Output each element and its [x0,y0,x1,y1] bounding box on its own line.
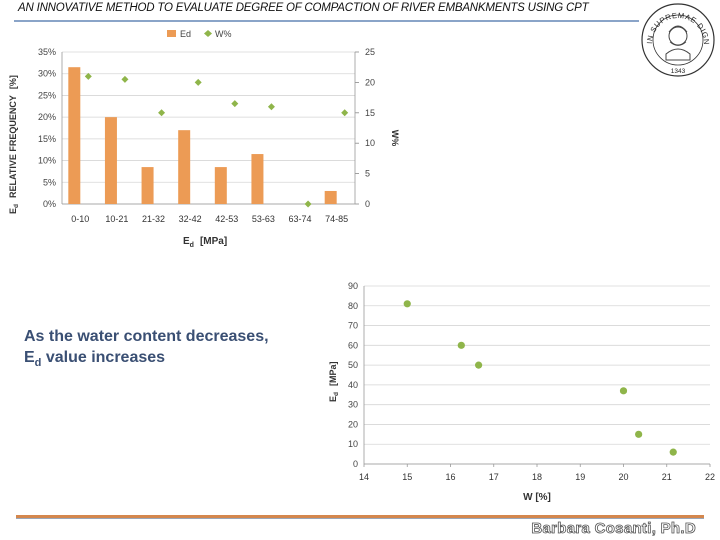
title-rule [14,20,639,22]
w-marker [304,200,312,208]
svg-text:IN SUPREMAE DIGNITATIS: IN SUPREMAE DIGNITATIS [640,2,711,45]
w-marker [231,100,239,108]
ed-bar [104,117,117,204]
y-tick-label: 5% [43,177,56,187]
ed-bar [251,154,264,204]
y-tick-label: 0% [43,199,56,209]
y-tick-label: 20 [348,419,358,429]
data-point [669,448,677,456]
x-tick-label: 32-42 [179,214,202,224]
x-tick-label: 18 [532,472,542,482]
data-point [619,387,628,395]
x-tick-label: 14 [359,472,369,482]
y2-tick-label: 15 [365,108,375,118]
ed-vs-water-scatter-chart: 0 10 20 30 40 50 60 70 80 90 14 15 16 17 18 19 20 21 22 W [… [328,281,715,503]
y2-tick-label: 5 [365,169,370,179]
ed-bar [178,130,191,204]
w-marker [158,109,166,117]
y-tick-label: 25% [38,90,56,100]
seal-year: 1343 [671,68,686,75]
university-seal-icon: IN SUPREMAE DIGNITATIS 1343 [640,2,715,77]
y-tick-label: 50 [348,360,358,370]
y-axis-label: EdRELATIVE FREQUENCY[%] [8,75,20,214]
y-tick-label: 30 [348,400,358,410]
x-tick-label: 42-53 [215,214,238,224]
y-tick-label: 60 [348,340,358,350]
x-axis-label: W [%] [523,492,551,503]
data-point [457,341,465,349]
w-marker [84,72,92,80]
w-marker [341,109,349,117]
x-tick-label: 21-32 [142,214,165,224]
y-tick-label: 0 [353,459,358,469]
y-axis-label: Ed[MPa] [328,361,340,402]
x-tick-label: 10-21 [105,214,128,224]
y-tick-label: 30% [38,69,56,79]
y2-tick-label: 20 [365,77,375,87]
footer-rule-shadow [16,518,704,519]
x-tick-label: 16 [445,472,455,482]
frequency-bar-chart: Ed W% 0% 5% 10% 15% 20% 25% 30% 35% 0 5 10 15 20 25 0-10… [8,29,400,249]
y-tick-label: 10 [348,439,358,449]
statement-symbol: E [24,349,35,366]
statement-line-1: As the water content decreases, [24,328,269,345]
x-tick-label: 0-10 [71,214,89,224]
y-tick-label: 20% [38,112,56,122]
x-tick-label: 20 [618,472,628,482]
data-point [635,430,643,438]
y2-tick-label: 10 [365,138,375,148]
legend-ed-swatch [167,30,176,37]
y2-tick-label: 0 [365,199,370,209]
y-tick-label: 90 [348,281,358,291]
x-tick-label: 74-85 [325,214,348,224]
legend-ed-label: Ed [180,29,191,39]
author-name: Barbara Cosanti, Ph.D [531,520,696,538]
y-tick-label: 10% [38,156,56,166]
y-tick-label: 15% [38,134,56,144]
x-tick-label: 53-63 [252,214,275,224]
ed-bar [68,67,81,204]
ed-bar [324,190,337,204]
y2-tick-label: 25 [365,47,375,57]
w-marker [194,78,202,86]
w-marker [121,75,129,83]
footer-rule [16,515,704,518]
ed-bar [141,167,154,204]
x-axis-label: Ed [MPa] [183,236,227,249]
w-marker [267,103,275,111]
x-tick-label: 17 [489,472,499,482]
legend-w-marker [204,30,212,37]
x-tick-label: 22 [705,472,715,482]
data-point [475,361,483,369]
slide-title: AN INNOVATIVE METHOD TO EVALUATE DEGREE … [18,2,589,14]
y-tick-label: 35% [38,47,56,57]
y-tick-label: 80 [348,301,358,311]
ed-bar [214,167,227,204]
data-point [403,300,411,308]
y2-axis-label: W% [390,130,400,147]
x-tick-label: 19 [575,472,585,482]
key-statement: As the water content decreases, Ed value… [24,326,269,374]
statement-rest: value increases [41,349,166,366]
x-tick-label: 15 [402,472,412,482]
statement-line-2: Ed value increases [24,347,269,374]
x-tick-label: 63-74 [289,214,312,224]
statement-subscript: d [34,357,42,370]
seal-motto: IN SUPREMAE DIGNITATIS [640,2,711,45]
y-tick-label: 40 [348,380,358,390]
legend-w-label: W% [215,29,232,39]
x-tick-label: 21 [662,472,672,482]
y-tick-label: 70 [348,321,358,331]
